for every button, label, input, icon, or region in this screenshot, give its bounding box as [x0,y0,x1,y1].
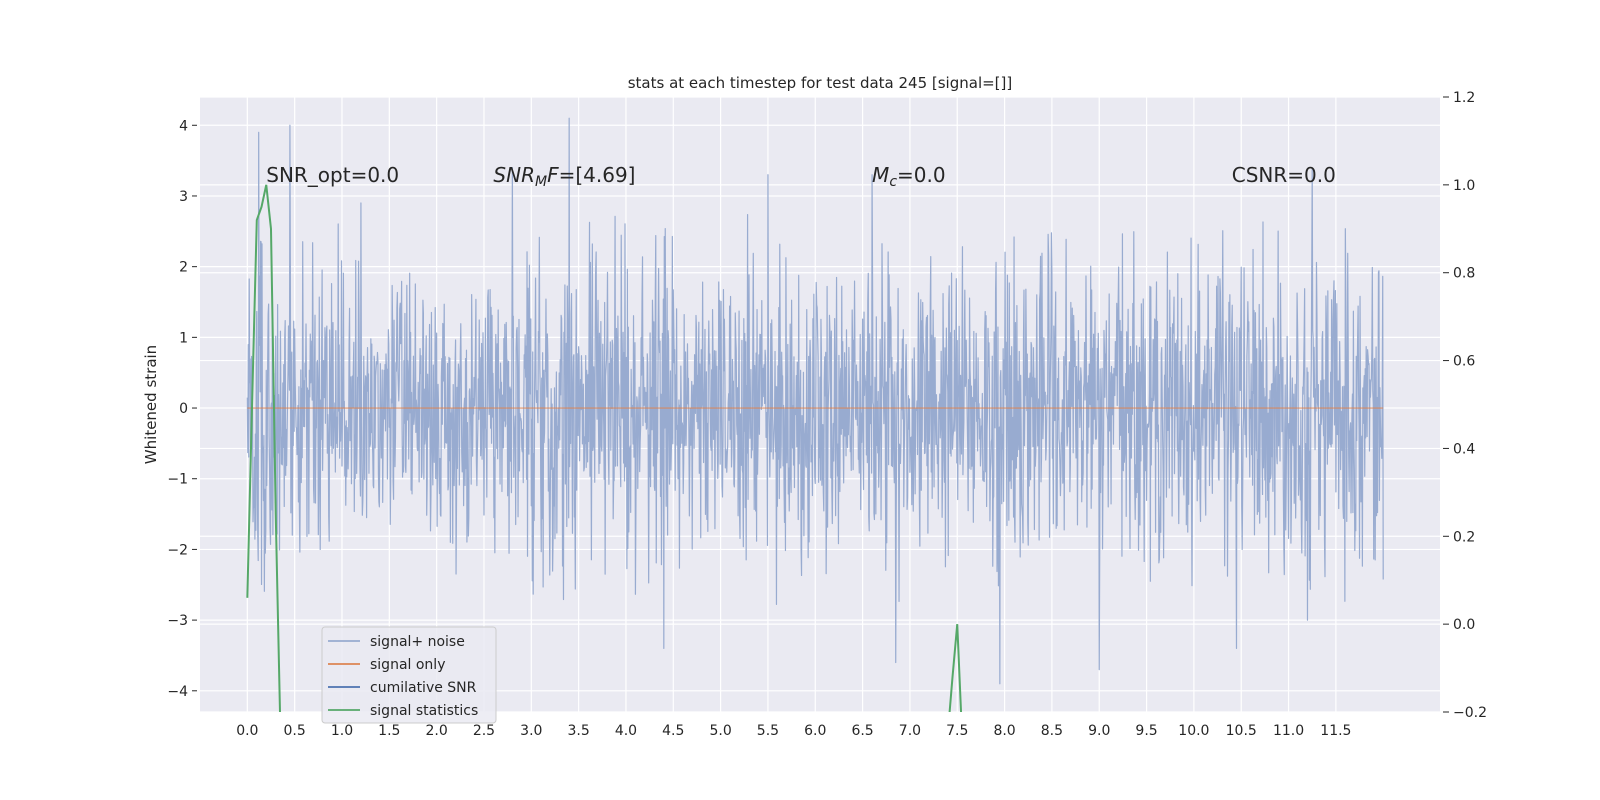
right-y-tick-label: −0.2 [1453,705,1487,721]
annotation-part: c [889,174,897,190]
annotation-part: CSNR=0.0 [1232,163,1336,187]
right-y-tick-label: 1.2 [1453,90,1475,106]
series-signal-statistics [948,624,963,712]
x-tick-label: 4.5 [662,723,684,739]
y-tick-label: 3 [179,189,188,205]
right-y-tick-label: 0.8 [1453,266,1475,282]
x-tick-labels: 0.0 0.5 1.0 1.5 2.0 2.5 3.0 3.5 4.0 4.5 5.0 5.5 6.0 6… [236,723,1351,739]
x-tick-label: 7.5 [946,723,968,739]
right-y-tick-label: 0.0 [1453,617,1475,633]
annotation-part: M [872,163,889,187]
x-tick-label: 3.5 [567,723,589,739]
x-tick-label: 0.5 [284,723,306,739]
y-tick-label: −1 [167,472,188,488]
y-tick-label: −4 [167,684,188,700]
x-tick-label: 9.5 [1135,723,1157,739]
legend-entry: signal only [370,657,445,673]
legend-entry: cumilative SNR [370,680,477,696]
y-axis-label: Whitened strain [142,345,160,464]
annotation-part: SNR [493,163,535,187]
annotation: SNRMF=[4.69] [493,163,635,190]
x-tick-label: 9.0 [1088,723,1110,739]
legend-entry: signal statistics [370,703,478,719]
x-tick-label: 2.0 [426,723,448,739]
x-tick-label: 1.0 [331,723,353,739]
x-tick-label: 6.5 [851,723,873,739]
legend-box [321,626,497,724]
right-y-tick-label: 0.4 [1453,441,1475,457]
annotation-part: SNR_opt=0.0 [266,163,399,187]
annotation: CSNR=0.0 [1232,163,1336,187]
x-tick-label: 6.0 [804,723,826,739]
x-tick-label: 7.0 [899,723,921,739]
legend-entry: signal+ noise [370,634,465,650]
y-tick-label: 1 [179,330,188,346]
x-tick-label: 10.5 [1226,723,1257,739]
x-tick-label: 10.0 [1178,723,1209,739]
right-y-tick-labels: −0.2 0.0 0.2 0.4 0.6 0.8 1.0 1.2 [1443,90,1487,721]
annotation: Mc=0.0 [872,163,946,190]
legend: signal+ noise signal only cumilative SNR si… [321,626,497,724]
x-tick-label: 0.0 [236,723,258,739]
x-tick-label: 4.0 [615,723,637,739]
right-y-tick-label: 0.6 [1453,354,1475,370]
y-tick-label: −2 [167,542,188,558]
y-tick-label: 2 [179,260,188,276]
x-tick-label: 11.5 [1320,723,1351,739]
annotation: SNR_opt=0.0 [266,163,399,187]
chart-title: stats at each timestep for test data 245… [628,74,1013,92]
right-y-tick-label: 0.2 [1453,529,1475,545]
x-tick-label: 2.5 [473,723,495,739]
series-layer [246,117,1384,712]
y-tick-label: 4 [179,118,188,134]
right-y-tick-label: 1.0 [1453,178,1475,194]
y-tick-label: 0 [179,401,188,417]
x-tick-label: 8.5 [1041,723,1063,739]
annotations: SNR_opt=0.0 SNRMF=[4.69] Mc=0.0 CSNR=0.0 [266,163,1336,190]
x-tick-label: 3.0 [520,723,542,739]
y-tick-labels: −4 −3 −2 −1 0 1 2 3 4 [167,118,197,700]
annotation-part: F [547,163,559,187]
x-tick-label: 1.5 [378,723,400,739]
annotation-part: M [535,174,547,190]
annotation-part: =[4.69] [559,163,636,187]
x-tick-label: 5.5 [757,723,779,739]
y-tick-label: −3 [167,613,188,629]
x-tick-label: 8.0 [993,723,1015,739]
x-tick-label: 5.0 [709,723,731,739]
x-tick-label: 11.0 [1273,723,1304,739]
annotation-part: =0.0 [897,163,946,187]
series-signal-statistics [246,184,281,712]
series-signal-plus-noise [246,117,1384,685]
